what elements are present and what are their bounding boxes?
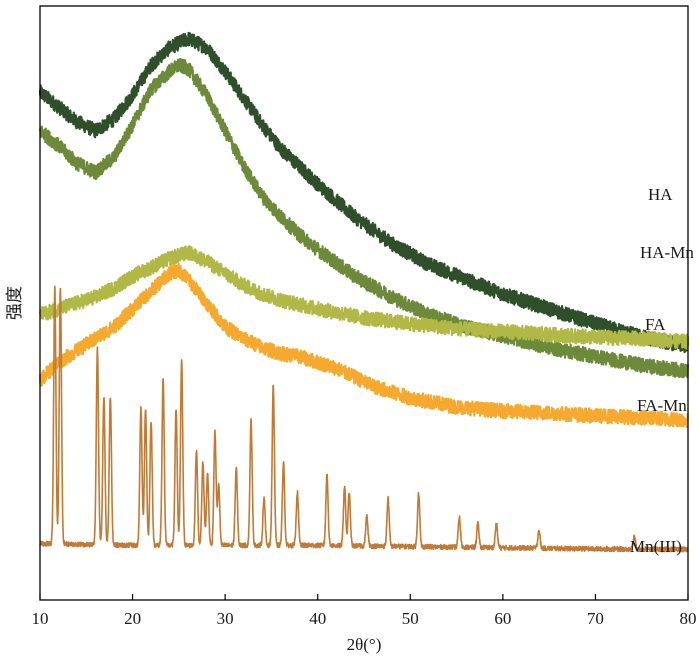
x-tick-label: 10 bbox=[32, 609, 49, 628]
x-tick-label: 30 bbox=[217, 609, 234, 628]
x-tick-label: 50 bbox=[402, 609, 419, 628]
series-line-mn-iii bbox=[39, 285, 689, 553]
series-line-fa bbox=[38, 245, 690, 350]
y-axis-title: 强度 bbox=[5, 286, 24, 320]
series-labels-group: HA HA-Mn FA FA-Mn Mn(III) bbox=[630, 185, 694, 556]
series-line-ha bbox=[38, 31, 690, 354]
series-label-fa-mn: FA-Mn bbox=[637, 396, 687, 415]
x-ticks-group: 10 20 30 40 50 60 70 80 bbox=[32, 594, 697, 628]
x-tick-label: 70 bbox=[587, 609, 604, 628]
series-label-fa: FA bbox=[645, 315, 666, 334]
x-tick-label: 20 bbox=[124, 609, 141, 628]
series-label-mn-iii: Mn(III) bbox=[630, 537, 682, 556]
plot-frame bbox=[39, 5, 689, 601]
series-label-ha: HA bbox=[648, 185, 673, 204]
traces-group bbox=[38, 31, 690, 553]
series-line-fa-mn bbox=[38, 262, 690, 429]
x-tick-label: 80 bbox=[680, 609, 697, 628]
series-line-ha-mn bbox=[38, 57, 690, 379]
series-label-ha-mn: HA-Mn bbox=[640, 243, 694, 262]
x-tick-label: 40 bbox=[309, 609, 326, 628]
x-axis-title: 2θ(°) bbox=[347, 635, 382, 654]
x-tick-label: 60 bbox=[494, 609, 511, 628]
